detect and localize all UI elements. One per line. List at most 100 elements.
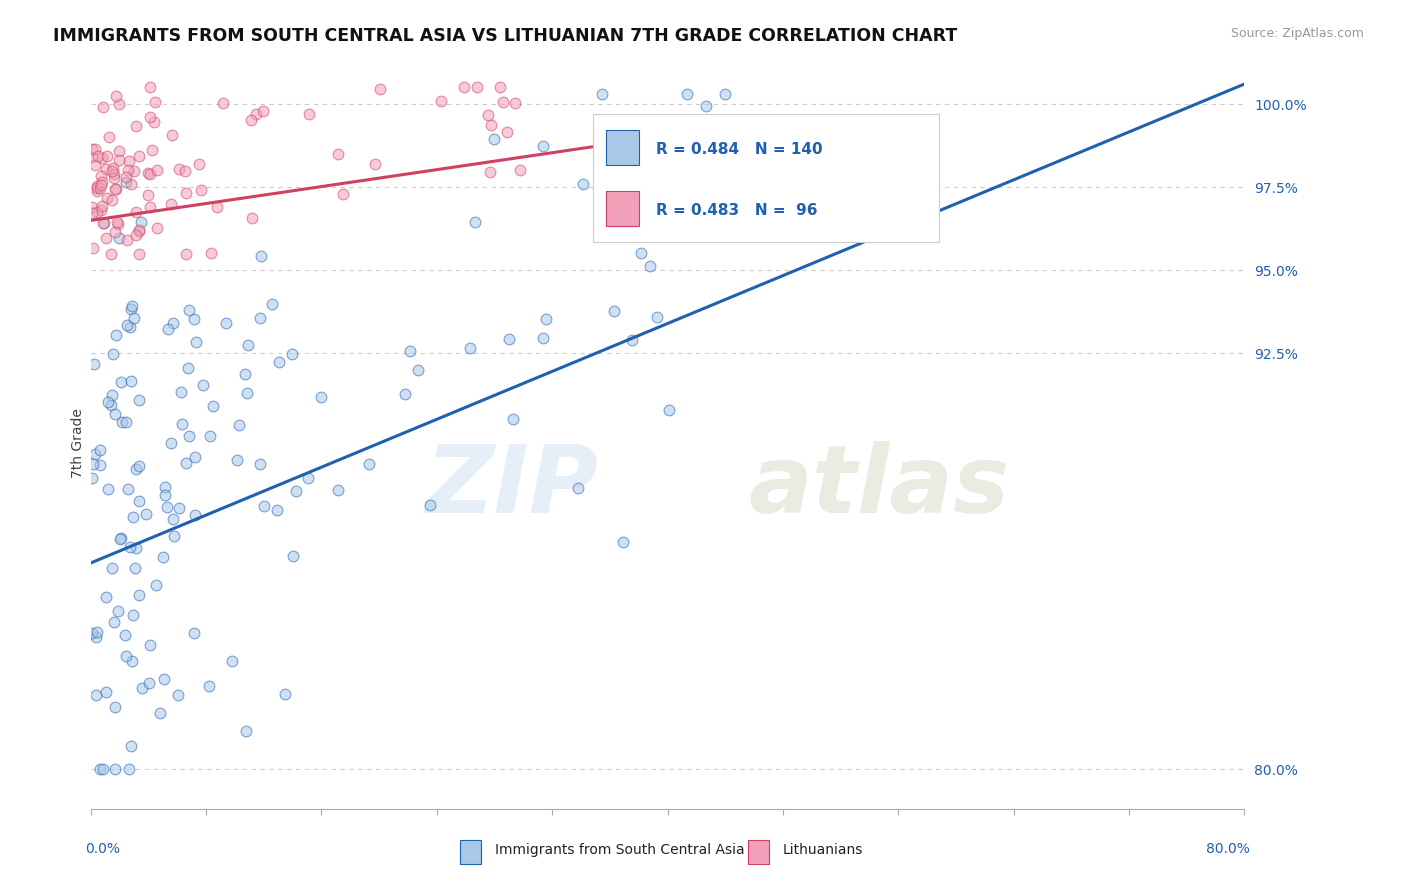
Point xyxy=(202,400,225,414)
Point xyxy=(174,456,197,470)
Point xyxy=(101,161,124,175)
Point xyxy=(107,144,129,158)
Bar xyxy=(748,840,769,863)
Point xyxy=(695,98,717,112)
Point xyxy=(121,299,143,313)
Point xyxy=(86,178,108,193)
Point xyxy=(93,216,115,230)
Point xyxy=(86,181,108,195)
Point xyxy=(176,360,198,375)
Point xyxy=(160,197,183,211)
Point xyxy=(128,588,150,602)
Point xyxy=(172,417,194,431)
Point xyxy=(129,215,152,229)
Point xyxy=(103,615,125,629)
Point xyxy=(101,347,124,361)
Point xyxy=(115,415,138,429)
Point xyxy=(364,157,387,171)
Point xyxy=(240,211,263,225)
Point xyxy=(96,149,118,163)
Point xyxy=(266,503,288,517)
Point xyxy=(91,100,114,114)
Point xyxy=(143,95,166,109)
Point xyxy=(419,498,441,512)
Text: atlas: atlas xyxy=(748,442,1010,533)
Bar xyxy=(592,114,939,242)
Point xyxy=(104,762,127,776)
Point xyxy=(84,158,107,172)
Point xyxy=(110,375,132,389)
Point xyxy=(82,150,104,164)
Point xyxy=(91,175,114,189)
Point xyxy=(125,204,148,219)
Point xyxy=(170,385,193,400)
Point xyxy=(103,167,125,181)
Point xyxy=(122,608,145,623)
Point xyxy=(394,386,416,401)
Point xyxy=(163,528,186,542)
Point xyxy=(236,338,259,352)
Point xyxy=(505,96,527,111)
Point xyxy=(120,177,142,191)
Point xyxy=(139,638,162,652)
Point xyxy=(215,316,238,330)
Point xyxy=(104,182,127,196)
Point xyxy=(184,450,207,465)
Point xyxy=(160,128,183,142)
Point xyxy=(100,164,122,178)
Point xyxy=(177,429,200,443)
Point xyxy=(183,626,205,640)
Point xyxy=(477,108,499,122)
Point xyxy=(108,153,131,167)
Point xyxy=(145,578,167,592)
Point xyxy=(128,246,150,260)
Point xyxy=(240,113,263,128)
Point xyxy=(225,452,247,467)
Point xyxy=(676,87,699,101)
Point xyxy=(96,191,118,205)
Point xyxy=(484,132,506,146)
Point xyxy=(84,142,107,156)
Point xyxy=(167,162,190,177)
Text: 0.0%: 0.0% xyxy=(84,842,120,856)
Point xyxy=(657,402,679,417)
Point xyxy=(91,199,114,213)
Point xyxy=(630,246,652,260)
Point xyxy=(398,344,420,359)
Point xyxy=(281,347,304,361)
Point xyxy=(531,138,554,153)
Point xyxy=(645,310,668,325)
Point xyxy=(498,332,520,346)
Point xyxy=(84,447,107,461)
Point xyxy=(83,357,105,371)
Bar xyxy=(606,130,638,165)
Text: ZIP: ZIP xyxy=(426,442,599,533)
Point xyxy=(496,124,519,138)
Point xyxy=(136,188,159,202)
Point xyxy=(183,312,205,326)
Point xyxy=(100,398,122,412)
Point xyxy=(122,163,145,178)
Point xyxy=(104,89,127,103)
Point xyxy=(118,154,141,169)
Point xyxy=(86,184,108,198)
Point xyxy=(328,147,350,161)
Point xyxy=(82,471,104,485)
Point xyxy=(100,388,122,402)
Point xyxy=(157,322,180,336)
Point xyxy=(429,94,451,108)
Point xyxy=(155,488,177,502)
Point xyxy=(118,319,141,334)
Point xyxy=(149,706,172,720)
Point xyxy=(107,604,129,618)
Point xyxy=(98,130,121,145)
Point xyxy=(118,540,141,554)
Point xyxy=(332,187,354,202)
Point xyxy=(97,483,120,497)
Point xyxy=(502,412,524,426)
Point xyxy=(536,312,558,326)
Point xyxy=(531,331,554,345)
Point xyxy=(228,417,250,432)
Point xyxy=(200,428,222,442)
Point xyxy=(104,182,127,196)
